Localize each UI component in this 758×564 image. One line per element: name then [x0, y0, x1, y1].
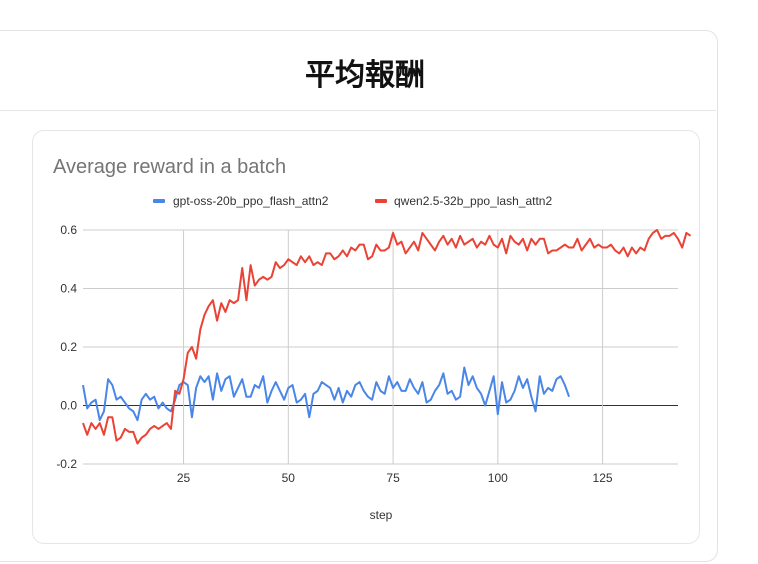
y-tick-label: 0.0 [60, 399, 77, 413]
x-tick-label: 25 [177, 471, 191, 485]
x-tick-label: 100 [488, 471, 508, 485]
x-tick-label: 50 [282, 471, 296, 485]
chart-title: Average reward in a batch [53, 156, 286, 178]
y-tick-label: 0.4 [60, 282, 77, 296]
page-title: 平均報酬 [305, 58, 425, 93]
legend-label-series-0: gpt-oss-20b_ppo_flash_attn2 [173, 194, 329, 208]
legend-swatch-series-1 [375, 199, 387, 203]
legend-swatch-series-0 [153, 199, 165, 203]
y-tick-label: -0.2 [56, 457, 77, 471]
x-axis-ticks: 25 50 75 100 125 [177, 471, 613, 485]
series-line-1 [82, 229, 692, 445]
x-tick-label: 75 [386, 471, 400, 485]
x-tick-label: 125 [593, 471, 613, 485]
header-divider [0, 110, 716, 111]
y-tick-label: 0.2 [60, 340, 77, 354]
series-line-0 [82, 366, 571, 422]
y-axis-ticks: -0.2 0.0 0.2 0.4 0.6 [56, 223, 77, 471]
x-axis-label: step [370, 508, 393, 522]
chart-card: Average reward in a batch gpt-oss-20b_pp… [32, 130, 700, 544]
y-tick-label: 0.6 [60, 223, 77, 237]
line-chart: Average reward in a batch gpt-oss-20b_pp… [53, 156, 692, 522]
legend: gpt-oss-20b_ppo_flash_attn2 qwen2.5-32b_… [153, 194, 552, 208]
series-lines [82, 229, 692, 445]
grid [83, 229, 678, 465]
legend-label-series-1: qwen2.5-32b_ppo_lash_attn2 [394, 194, 552, 208]
